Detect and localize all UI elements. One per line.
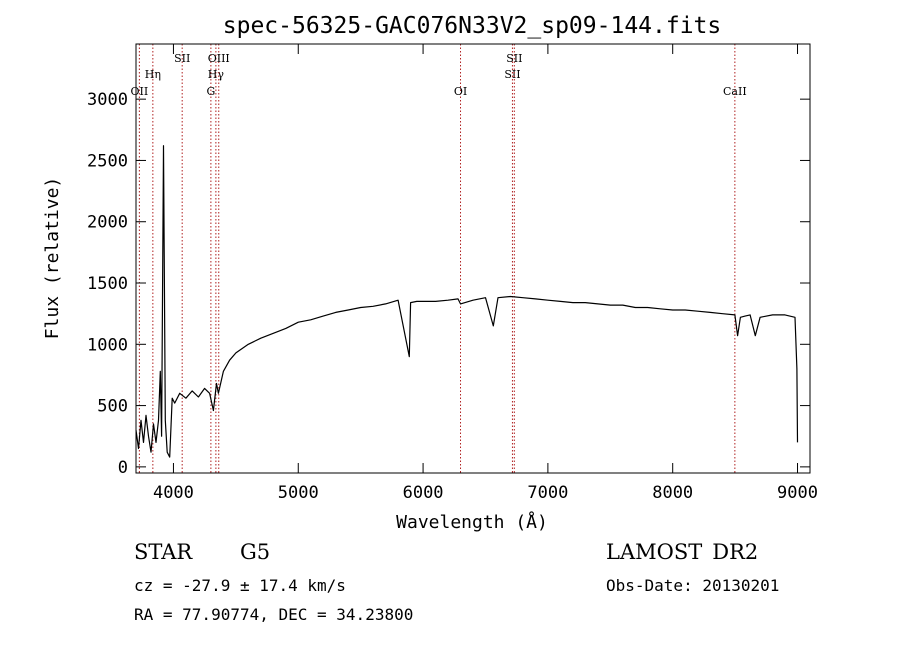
line-label-9: CaII [723, 85, 747, 98]
x-tick-label-1: 5000 [278, 483, 319, 503]
y-tick-label-5: 2500 [87, 151, 128, 171]
y-tick-label-6: 3000 [87, 90, 128, 110]
x-axis-label: Wavelength (Å) [396, 511, 548, 533]
object-class-label: STAR [134, 540, 193, 564]
line-label-0: OII [131, 85, 149, 98]
x-tick-label-0: 4000 [153, 483, 194, 503]
line-label-6: OI [454, 85, 467, 98]
line-label-3: G [206, 85, 215, 98]
line-label-5: OIII [208, 52, 230, 65]
line-label-1: Hη [145, 68, 161, 81]
line-label-4: Hγ [208, 68, 225, 81]
y-tick-label-0: 0 [118, 458, 128, 478]
chart-title: spec-56325-GAC076N33V2_sp09-144.fits [223, 13, 722, 39]
observation-date: Obs-Date: 20130201 [606, 576, 780, 595]
plot-frame [135, 43, 811, 474]
y-tick-label-3: 1500 [87, 274, 128, 294]
survey-release: LAMOST DR2 [606, 540, 758, 564]
y-tick-label-1: 500 [97, 397, 128, 417]
redshift-cz: cz = -27.9 ± 17.4 km/s [134, 576, 346, 595]
x-tick-label-5: 9000 [777, 483, 818, 503]
y-tick-label-2: 1000 [87, 335, 128, 355]
survey-name: LAMOST [606, 540, 703, 564]
line-label-7: SII [504, 68, 520, 81]
line-label-8: SII [506, 52, 522, 65]
ra-dec-coordinates: RA = 77.90774, DEC = 34.23800 [134, 605, 414, 624]
object-class: STAR G5 [134, 540, 270, 564]
survey-release-label: DR2 [712, 540, 759, 564]
x-tick-label-2: 6000 [403, 483, 444, 503]
object-subclass: G5 [240, 540, 271, 564]
x-tick-label-4: 8000 [652, 483, 693, 503]
line-label-2: SII [174, 52, 190, 65]
y-tick-label-4: 2000 [87, 213, 128, 233]
y-axis-label: Flux (relative) [42, 177, 63, 340]
x-tick-label-3: 7000 [527, 483, 568, 503]
spectrum-series-0 [135, 145, 799, 458]
